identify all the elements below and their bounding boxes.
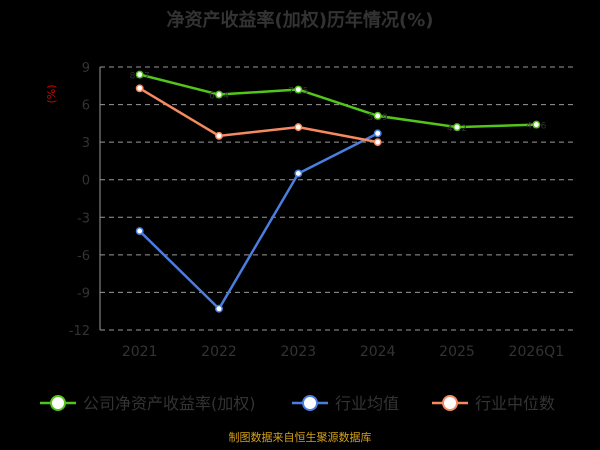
y-tick-label: -6 <box>77 249 90 264</box>
legend-item-0: 公司净资产收益率(加权) <box>40 394 256 413</box>
legend-label: 行业中位数 <box>475 394 555 413</box>
data-point <box>135 84 144 93</box>
data-point <box>215 131 223 140</box>
x-tick-label: 2021 <box>122 344 158 360</box>
series-1 <box>135 129 382 313</box>
x-tick-label: 2026Q1 <box>509 344 565 360</box>
legend-swatch-marker <box>302 395 318 411</box>
data-point <box>135 227 144 236</box>
y-tick-label: -12 <box>69 324 90 339</box>
x-tick-label: 2025 <box>439 344 475 360</box>
y-tick-label: 9 <box>82 61 90 76</box>
series-line-2 <box>139 87 378 144</box>
chart-title: 净资产收益率(加权)历年情况(%) <box>167 9 434 31</box>
series-line-1 <box>138 132 379 310</box>
series-line-0 <box>139 73 537 129</box>
x-tick-label: 2023 <box>281 344 317 360</box>
legend-label: 行业均值 <box>335 394 399 413</box>
y-tick-label: 0 <box>82 174 90 189</box>
grid-layer <box>99 66 576 331</box>
data-source-note: 制图数据来自恒生聚源数据库 <box>229 430 372 444</box>
legend: 公司净资产收益率(加权) 行业均值 行业中位数 <box>40 394 555 413</box>
legend-swatch-marker <box>442 395 458 411</box>
y-tick-label: -9 <box>77 286 90 301</box>
data-point <box>294 169 303 178</box>
y-tick-label: -3 <box>77 211 90 226</box>
data-point <box>373 111 382 120</box>
y-tick-label: 6 <box>82 99 90 114</box>
y-axis-unit-label: (%) <box>45 84 58 103</box>
series-layer: 8.376.747.155.094.224.36 <box>130 70 547 313</box>
data-point <box>135 70 144 79</box>
data-point <box>373 129 382 138</box>
x-tick-label: 2022 <box>201 344 237 360</box>
y-tick-label: 3 <box>82 136 90 151</box>
data-point <box>373 138 382 147</box>
data-point <box>532 120 541 129</box>
legend-item-1: 行业均值 <box>292 394 399 413</box>
data-point <box>215 90 223 99</box>
legend-swatch-marker <box>50 395 66 411</box>
legend-item-2: 行业中位数 <box>432 394 555 413</box>
data-point <box>215 304 223 313</box>
data-point <box>294 85 303 94</box>
data-point <box>294 123 303 132</box>
data-point <box>453 123 461 132</box>
y-tick-labels: 9 6 3 0 -3 -6 -9 -12 <box>69 61 90 339</box>
x-tick-labels: 2021 2022 2023 2024 2025 2026Q1 <box>122 344 564 360</box>
series-0: 8.376.747.155.094.224.36 <box>130 70 547 134</box>
series-2 <box>135 84 382 147</box>
legend-label: 公司净资产收益率(加权) <box>83 394 256 413</box>
x-tick-label: 2024 <box>360 344 396 360</box>
